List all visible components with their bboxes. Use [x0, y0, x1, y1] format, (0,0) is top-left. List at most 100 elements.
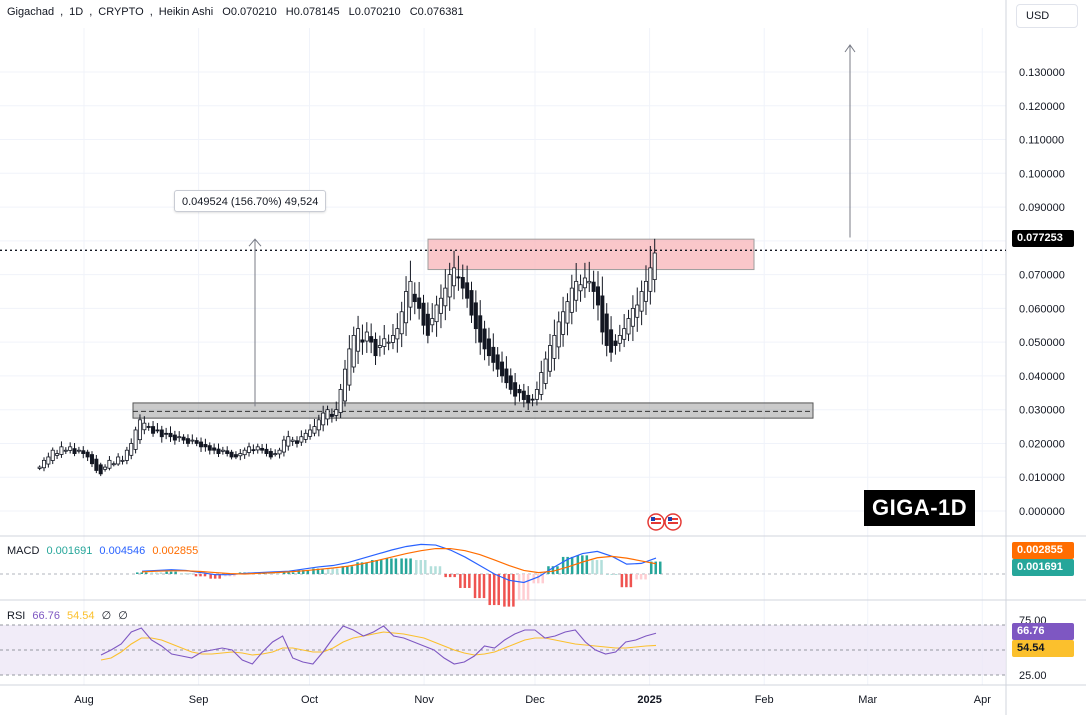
macd-hist-bar [287, 572, 290, 574]
macd-hist-bar [194, 574, 198, 577]
macd-hist-bar [650, 561, 653, 574]
price-tick-label: 0.090000 [1019, 202, 1065, 214]
price-tick-label: 0.130000 [1019, 67, 1065, 79]
time-axis-label: Aug [74, 694, 94, 706]
price-tick-label: 0.010000 [1019, 472, 1065, 484]
current-price-tag: 0.077253 [1012, 230, 1074, 247]
candle-body [342, 368, 347, 402]
candle-body [190, 439, 195, 442]
symbol-interval[interactable]: 1D [69, 6, 84, 18]
candle-body [181, 436, 186, 441]
candle-body [290, 439, 295, 442]
candle-body [395, 328, 400, 340]
macd-hist-bar [169, 571, 173, 574]
candle-body [390, 334, 395, 343]
macd-hist-bar [306, 570, 310, 574]
symbol-sep: , [89, 6, 93, 18]
candle-body [404, 291, 409, 324]
macd-hist-bar [517, 574, 521, 601]
rsi-ma-value: 54.54 [67, 610, 95, 622]
candle-body [604, 313, 609, 346]
candle-body [500, 361, 505, 377]
macd-hist-bar [302, 570, 305, 574]
candle-body [478, 315, 483, 343]
price-tick-label: 0.110000 [1019, 135, 1064, 147]
candle-body [443, 287, 448, 307]
projection-arrow-head [844, 44, 856, 53]
event-flag-stripe [668, 518, 678, 520]
macd-hist-bar [595, 560, 599, 574]
candle-body [59, 446, 64, 455]
candle-body [600, 295, 605, 333]
chart-style[interactable]: Heikin Ashi [158, 6, 214, 18]
candle-body [421, 302, 426, 326]
candle-body [120, 459, 125, 462]
candle-body [299, 436, 304, 443]
candle-body [482, 328, 487, 350]
candle-body [199, 441, 204, 448]
candle-body [268, 451, 273, 458]
currency-button[interactable]: USD [1016, 4, 1078, 28]
measure-label[interactable]: 0.049524 (156.70%) 49,524 [174, 190, 327, 212]
candle-body [508, 375, 513, 390]
event-flag-canton [651, 517, 655, 521]
candle-body [513, 382, 518, 397]
macd-legend[interactable]: MACD 0.001691 0.004546 0.002855 [7, 545, 202, 557]
macd-hist-bar [629, 574, 633, 588]
candle-body [229, 451, 234, 458]
symbol-name[interactable]: Gigachad [7, 6, 55, 18]
macd-hist-bar [189, 573, 192, 575]
candle-body [273, 453, 278, 455]
candle-body [68, 446, 73, 451]
macd-hist-bar [453, 574, 456, 578]
candle-body [316, 419, 321, 431]
macd-hist-bar [419, 560, 423, 574]
rsi-legend[interactable]: RSI 66.76 54.54 ∅ ∅ [7, 609, 132, 622]
macd-hist-bar [346, 566, 349, 574]
candle-body [434, 304, 439, 323]
macd-hist-bar [522, 574, 525, 601]
price-tick-label: 0.100000 [1019, 168, 1065, 180]
macd-hist-bar [404, 558, 408, 574]
macd-hist-bar [203, 574, 207, 577]
price-tick-label: 0.030000 [1019, 405, 1065, 417]
candle-body [260, 447, 265, 451]
candle-body [76, 449, 81, 452]
candle-body [203, 444, 208, 448]
rsi-ma-line [100, 631, 657, 661]
macd-hist-bar [620, 574, 624, 588]
candle-body [639, 291, 644, 312]
rsi-title: RSI [7, 610, 26, 622]
candle-body [543, 358, 548, 384]
time-axis-label: 2025 [637, 694, 661, 706]
macd-hist-bar [551, 566, 555, 574]
rsi-value: 66.76 [32, 610, 60, 622]
macd-hist-bar [415, 560, 418, 574]
macd-hist-bar [321, 568, 324, 574]
macd-hist-bar [350, 566, 354, 574]
macd-hist-bar [297, 570, 301, 574]
candle-body [561, 311, 566, 335]
macd-signal-value: 0.002855 [152, 545, 199, 557]
watermark-label: GIGA-1D [864, 490, 976, 526]
event-flag-canton [668, 517, 672, 521]
candle-body [164, 432, 169, 435]
rsi-value-tag: 66.76 [1012, 623, 1074, 640]
macd-hist-bar [512, 574, 515, 607]
candle-body [286, 436, 291, 447]
candle-body [255, 446, 260, 451]
candle-body [578, 284, 583, 292]
macd-hist-bar [316, 568, 320, 574]
macd-hist-bar [272, 572, 276, 574]
macd-signal-tag: 0.002855 [1012, 542, 1074, 559]
macd-hist-bar [165, 571, 168, 574]
symbol-header: Gigachad, 1D, CRYPTO, Heikin Ashi O0.070210… [7, 6, 470, 18]
macd-hist-bar [199, 574, 202, 577]
macd-hist-bar [429, 566, 433, 574]
macd-hist-bar [360, 562, 364, 574]
candle-body [582, 277, 587, 289]
macd-hist-bar [180, 573, 183, 575]
candle-body [281, 439, 286, 453]
